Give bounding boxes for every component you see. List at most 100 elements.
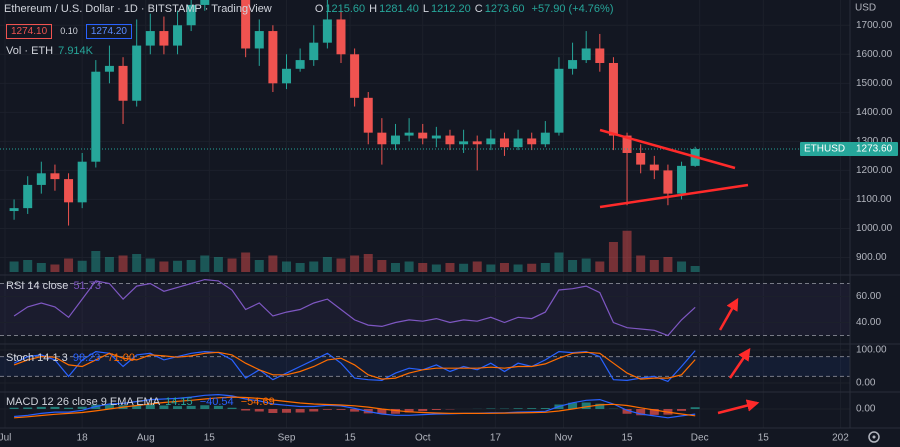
- histogram-bar: [431, 409, 441, 410]
- volume-bar: [36, 263, 46, 272]
- volume-bar: [390, 263, 400, 272]
- y-tick-label: 1600.00: [856, 49, 893, 60]
- spread: 0.10: [60, 26, 78, 36]
- volume-legend: Vol · ETH 7.914K: [6, 45, 97, 57]
- histogram-bar: [336, 409, 346, 410]
- histogram-bar: [622, 409, 632, 414]
- histogram-bar: [295, 409, 305, 413]
- candle-body: [350, 54, 360, 98]
- volume-bar: [663, 257, 673, 272]
- histogram-bar: [513, 408, 523, 409]
- y-tick-label: 60.00: [856, 291, 881, 302]
- candle-body: [363, 97, 373, 133]
- legend-readout: 14.15: [165, 396, 193, 408]
- legend-readout: −54.69: [240, 396, 275, 408]
- volume-bar: [159, 261, 169, 272]
- volume-bar: [282, 261, 292, 272]
- ohlc-label: C: [474, 3, 483, 15]
- histogram-bar: [677, 409, 687, 411]
- histogram-bar: [377, 409, 387, 414]
- x-tick-label: 202: [832, 433, 849, 444]
- candle-body: [295, 60, 305, 69]
- volume-bar: [649, 260, 659, 272]
- ask-button[interactable]: 1274.20: [85, 24, 132, 39]
- histogram-bar: [527, 408, 537, 409]
- volume-bar: [118, 255, 128, 272]
- ohlc-value: 1273.60: [484, 3, 525, 15]
- x-tick-label: Oct: [415, 433, 431, 444]
- candle-body: [9, 208, 19, 212]
- candle-body: [431, 135, 441, 139]
- candle-body: [118, 65, 128, 101]
- ohlc-value: 1281.40: [379, 3, 419, 15]
- trendline: [599, 128, 736, 170]
- volume-bar: [104, 257, 114, 272]
- volume-bar: [186, 260, 196, 272]
- y-tick-label: 0.00: [856, 404, 876, 415]
- volume-bar: [309, 261, 319, 272]
- x-tick-label: Sep: [278, 433, 296, 444]
- histogram-bar: [64, 407, 74, 409]
- candle-body: [677, 165, 687, 194]
- candle-body: [595, 48, 605, 63]
- bid-button[interactable]: 1274.10: [6, 24, 53, 39]
- volume-bar: [513, 264, 523, 272]
- ohlc-label: O: [314, 3, 324, 15]
- band-fill: [0, 356, 850, 377]
- histogram-bar: [9, 407, 19, 409]
- histogram-bar: [268, 409, 278, 413]
- candle-body: [554, 68, 564, 133]
- x-tick-label: 18: [77, 433, 89, 444]
- candle-body: [200, 0, 210, 5]
- candle-body: [418, 132, 428, 139]
- indicator-line: [13, 278, 696, 337]
- legend-name: MACD 12 26 close 9 EMA EMA: [6, 396, 161, 408]
- volume-bar: [23, 260, 33, 272]
- volume-bar: [472, 261, 482, 272]
- volume-bar: [540, 263, 550, 272]
- volume-bar: [608, 242, 618, 272]
- volume-bar: [227, 258, 237, 272]
- arrow: [728, 347, 751, 379]
- histogram-bar: [322, 409, 332, 410]
- volume-bar: [486, 264, 496, 272]
- x-tick-label: Nov: [555, 433, 573, 444]
- volume-bar: [213, 257, 223, 272]
- candle-body: [173, 25, 183, 46]
- volume-bar: [404, 261, 414, 272]
- candle-body: [336, 19, 346, 55]
- candle-body: [64, 179, 74, 203]
- candle-body: [104, 65, 114, 72]
- change-readout: +57.90 (+4.76%): [531, 3, 614, 15]
- x-tick-label: 15: [758, 433, 770, 444]
- y-tick-label: 1500.00: [856, 78, 893, 89]
- volume-bar: [363, 254, 373, 272]
- histogram-bar: [36, 406, 46, 409]
- x-tick-label: 15: [621, 433, 633, 444]
- histogram-bar: [581, 402, 591, 409]
- price-tag: [800, 142, 898, 157]
- volume-bar: [295, 263, 305, 272]
- candle-body: [36, 173, 46, 185]
- legend-row: Ethereum / U.S. Dollar · 1D · BITSTAMP ·…: [4, 3, 617, 15]
- candle-body: [159, 31, 169, 46]
- settings-icon[interactable]: [868, 431, 880, 443]
- histogram-bar: [104, 404, 114, 409]
- histogram-bar: [227, 407, 237, 409]
- candle-body: [527, 138, 537, 145]
- histogram-bar: [418, 409, 428, 412]
- indicator-line: [14, 396, 696, 419]
- histogram-bar: [404, 409, 414, 413]
- candle-body: [472, 141, 482, 145]
- ohlc-readout: O 1215.60 H 1281.40 L 1212.20 C 1273.60: [315, 3, 529, 15]
- histogram-bar: [390, 409, 400, 414]
- volume-bar: [132, 254, 142, 272]
- ohlc-value: 1212.20: [430, 3, 471, 15]
- y-tick-label: 0.00: [856, 378, 876, 389]
- x-tick-label: 15: [345, 433, 357, 444]
- legend-name: Stoch 14 1 3: [6, 352, 68, 364]
- volume-bar: [50, 264, 60, 272]
- candle-body: [254, 31, 264, 49]
- ohlc-value: 1215.60: [325, 3, 366, 15]
